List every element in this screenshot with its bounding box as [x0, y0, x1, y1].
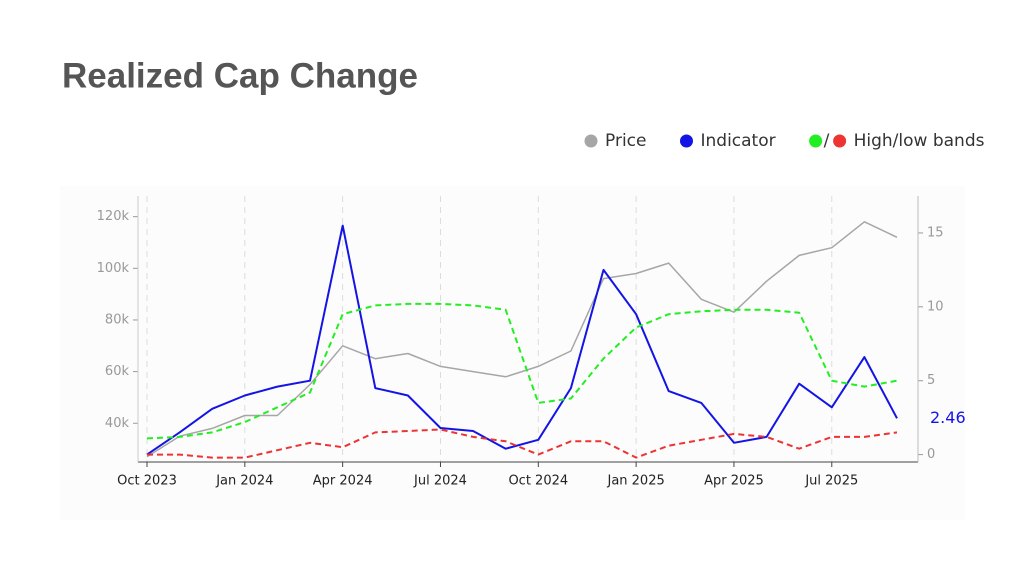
series-line — [146, 302, 898, 440]
end-value-label: 2.46 — [930, 408, 966, 427]
series-line — [146, 224, 898, 456]
legend-label: Indicator — [700, 131, 775, 151]
series-line — [146, 221, 898, 458]
x-tick-label: Jul 2025 — [804, 474, 858, 489]
legend-label: Price — [605, 131, 646, 151]
legend-swatch — [679, 134, 693, 148]
legend-swatch — [833, 134, 847, 148]
legend-separator: / — [824, 131, 830, 151]
y-tick-label: 100k — [97, 261, 130, 276]
y-tick-label: 40k — [105, 416, 130, 431]
x-tick-label: Jan 2024 — [215, 474, 273, 489]
chart-panel — [60, 186, 965, 520]
y2-tick-label: 5 — [927, 373, 935, 388]
x-tick-label: Jan 2025 — [606, 474, 664, 489]
page-title: Realized Cap Change — [62, 56, 418, 95]
y2-tick-label: 0 — [927, 447, 935, 462]
series-line — [147, 428, 898, 459]
y-tick-label: 60k — [105, 364, 130, 379]
y2-tick-label: 15 — [927, 225, 944, 240]
y2-tick-label: 10 — [927, 299, 944, 314]
x-tick-label: Apr 2025 — [704, 474, 764, 489]
legend-label: High/low bands — [854, 131, 985, 151]
y-tick-label: 120k — [97, 209, 130, 224]
y-tick-label: 80k — [105, 312, 130, 327]
legend: Price Indicator / High/low bands — [584, 131, 985, 151]
x-tick-label: Oct 2024 — [508, 474, 568, 489]
x-tick-label: Apr 2024 — [313, 474, 373, 489]
x-tick-label: Jul 2024 — [413, 474, 467, 489]
x-tick-label: Oct 2023 — [117, 474, 177, 489]
legend-swatch — [584, 134, 598, 148]
legend-swatch — [809, 134, 823, 148]
